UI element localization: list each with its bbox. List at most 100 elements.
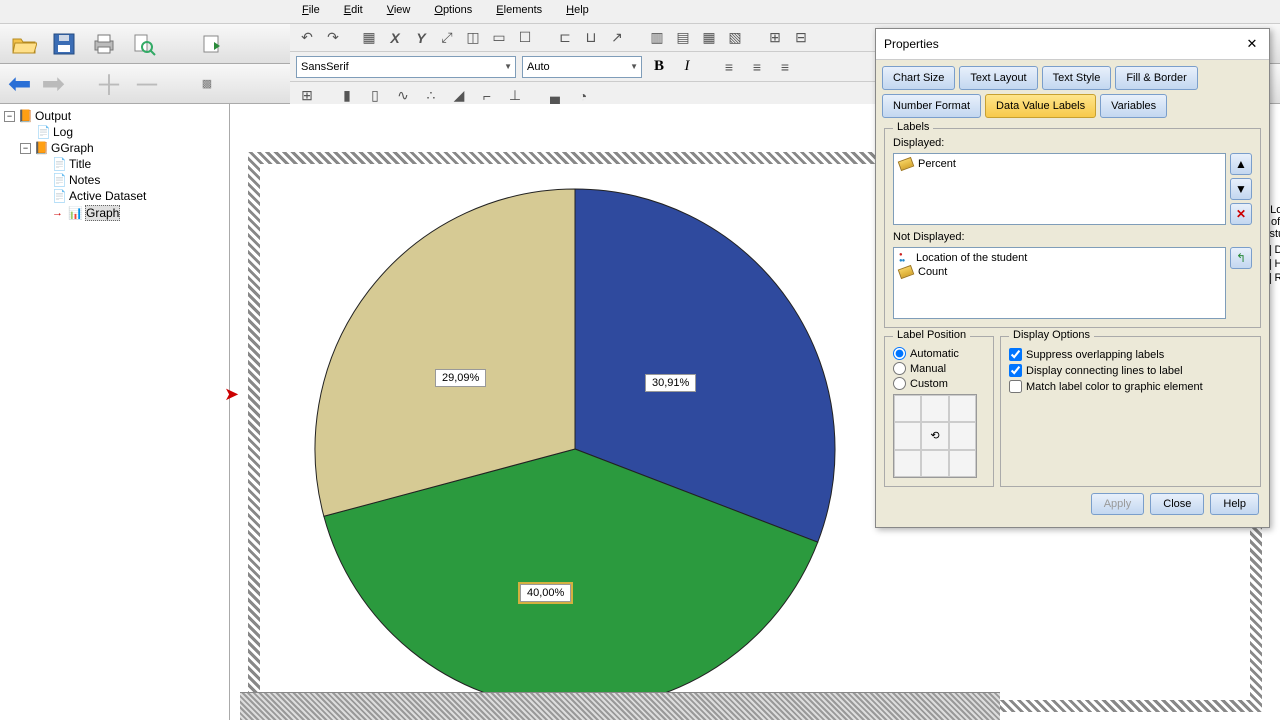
font-family-select[interactable]: SansSerif	[296, 56, 516, 78]
tool-b-icon[interactable]: ▭	[488, 27, 510, 49]
trend-icon[interactable]: ↗	[606, 27, 628, 49]
radio-custom[interactable]: Custom	[893, 377, 985, 390]
close-icon[interactable]: ✕	[1243, 35, 1261, 53]
slice-label[interactable]: 29,09%	[435, 369, 486, 387]
legend-label: Rotterc	[1275, 272, 1280, 284]
export-icon[interactable]	[196, 28, 228, 60]
ruler-icon	[898, 157, 915, 171]
properties-title: Properties	[884, 37, 939, 51]
properties-panel: Properties ✕ Chart Size Text Layout Text…	[875, 28, 1270, 528]
displayed-label: Displayed:	[893, 137, 944, 149]
label-position-legend: Label Position	[893, 329, 970, 341]
bold-button[interactable]: B	[648, 56, 670, 78]
editor-menubar: File Edit View Options Elements Help	[0, 0, 1280, 24]
check-suppress[interactable]: Suppress overlapping labels	[1009, 348, 1252, 361]
menu-edit[interactable]: Edit	[332, 0, 375, 23]
list-item[interactable]: Count	[897, 265, 1222, 279]
list-item[interactable]: Percent	[897, 157, 1222, 171]
labels-legend: Labels	[893, 121, 933, 133]
slice-label[interactable]: 40,00%	[520, 584, 571, 602]
font-size-select[interactable]: Auto	[522, 56, 642, 78]
tab-text-style[interactable]: Text Style	[1042, 66, 1112, 90]
align-l-icon[interactable]: ⊏	[554, 27, 576, 49]
label-position-fieldset: Label Position Automatic Manual Custom ⟲	[884, 336, 994, 487]
tree-notes[interactable]: Notes	[69, 173, 100, 187]
grid-icon[interactable]: ▦	[358, 27, 380, 49]
transpose-icon[interactable]: ⤢	[436, 27, 458, 49]
tab-number-format[interactable]: Number Format	[882, 94, 981, 118]
remove-button[interactable]: ✕	[1230, 203, 1252, 225]
x-axis-icon[interactable]: X	[384, 27, 406, 49]
display-options-fieldset: Display Options Suppress overlapping lab…	[1000, 336, 1261, 487]
layout3-icon[interactable]: ▦	[698, 27, 720, 49]
menu-options[interactable]: Options	[422, 0, 484, 23]
remove-icon[interactable]: －	[133, 64, 161, 104]
menu-elements[interactable]: Elements	[484, 0, 554, 23]
output-tree[interactable]: −📙Output 📄Log −📙GGraph 📄Title 📄Notes 📄Ac…	[0, 104, 230, 720]
move-down-button[interactable]: ▼	[1230, 178, 1252, 200]
layout1-icon[interactable]: ▥	[646, 27, 668, 49]
tool-c-icon[interactable]: ☐	[514, 27, 536, 49]
ruler-icon	[898, 265, 915, 279]
insert-arrow-icon: ➤	[224, 384, 239, 405]
apply-button: Apply	[1091, 493, 1145, 515]
layout2-icon[interactable]: ▤	[672, 27, 694, 49]
y-axis-icon[interactable]: Y	[410, 27, 432, 49]
close-button[interactable]: Close	[1150, 493, 1204, 515]
check-connect[interactable]: Display connecting lines to label	[1009, 364, 1252, 377]
undo-icon[interactable]: ↶	[296, 27, 318, 49]
not-displayed-label: Not Displayed:	[893, 231, 965, 243]
italic-button[interactable]: I	[676, 56, 698, 78]
menu-help[interactable]: Help	[554, 0, 601, 23]
labels-fieldset: Labels Displayed: Percent ▲ ▼ ✕ Not Disp…	[884, 128, 1261, 328]
save-icon[interactable]	[48, 28, 80, 60]
position-grid[interactable]: ⟲	[893, 394, 977, 478]
tab-data-value-labels[interactable]: Data Value Labels	[985, 94, 1096, 118]
open-icon[interactable]	[8, 28, 40, 60]
tab-variables[interactable]: Variables	[1100, 94, 1167, 118]
legend-label: Haarle	[1275, 258, 1280, 270]
grid2-icon[interactable]: ⊟	[790, 27, 812, 49]
align-right-icon[interactable]: ≡	[774, 56, 796, 78]
cube-icon: ▩	[191, 68, 223, 100]
move-up-button[interactable]: ▲	[1230, 153, 1252, 175]
print-icon[interactable]	[88, 28, 120, 60]
category-icon	[899, 252, 911, 264]
tab-text-layout[interactable]: Text Layout	[959, 66, 1037, 90]
grid1-icon[interactable]: ⊞	[764, 27, 786, 49]
forward-icon: ➡	[41, 67, 64, 100]
radio-manual[interactable]: Manual	[893, 362, 985, 375]
align-b-icon[interactable]: ⊔	[580, 27, 602, 49]
help-button[interactable]: Help	[1210, 493, 1259, 515]
preview-icon[interactable]	[128, 28, 160, 60]
slice-label[interactable]: 30,91%	[645, 374, 696, 392]
layout4-icon[interactable]: ▧	[724, 27, 746, 49]
not-displayed-list[interactable]: Location of the studentCount	[893, 247, 1226, 319]
tree-title[interactable]: Title	[69, 157, 91, 171]
pie-chart[interactable]: 30,91% 40,00% 29,09%	[310, 184, 840, 714]
align-left-icon[interactable]: ≡	[718, 56, 740, 78]
align-center-icon[interactable]: ≡	[746, 56, 768, 78]
canvas-bottom-ruler	[240, 692, 1000, 720]
back-icon[interactable]: ⬅	[8, 67, 31, 100]
displayed-list[interactable]: Percent	[893, 153, 1226, 225]
tree-graph[interactable]: Graph	[85, 205, 120, 221]
tree-log[interactable]: Log	[53, 125, 73, 139]
legend-label: Diemer	[1275, 244, 1280, 256]
tool-a-icon[interactable]: ◫	[462, 27, 484, 49]
tree-output[interactable]: Output	[35, 109, 71, 123]
display-options-legend: Display Options	[1009, 329, 1094, 341]
check-match[interactable]: Match label color to graphic element	[1009, 380, 1252, 393]
tabs-row1: Chart Size Text Layout Text Style Fill &…	[876, 60, 1269, 124]
tab-chart-size[interactable]: Chart Size	[882, 66, 955, 90]
redo-icon[interactable]: ↷	[322, 27, 344, 49]
add-icon[interactable]: ＋	[95, 64, 123, 104]
menu-file[interactable]: File	[290, 0, 332, 23]
radio-automatic[interactable]: Automatic	[893, 347, 985, 360]
menu-view[interactable]: View	[375, 0, 423, 23]
tree-ggraph[interactable]: GGraph	[51, 141, 94, 155]
add-button[interactable]: ↰	[1230, 247, 1252, 269]
tab-fill-border[interactable]: Fill & Border	[1115, 66, 1198, 90]
tree-active-dataset[interactable]: Active Dataset	[69, 189, 146, 203]
list-item[interactable]: Location of the student	[897, 251, 1222, 265]
